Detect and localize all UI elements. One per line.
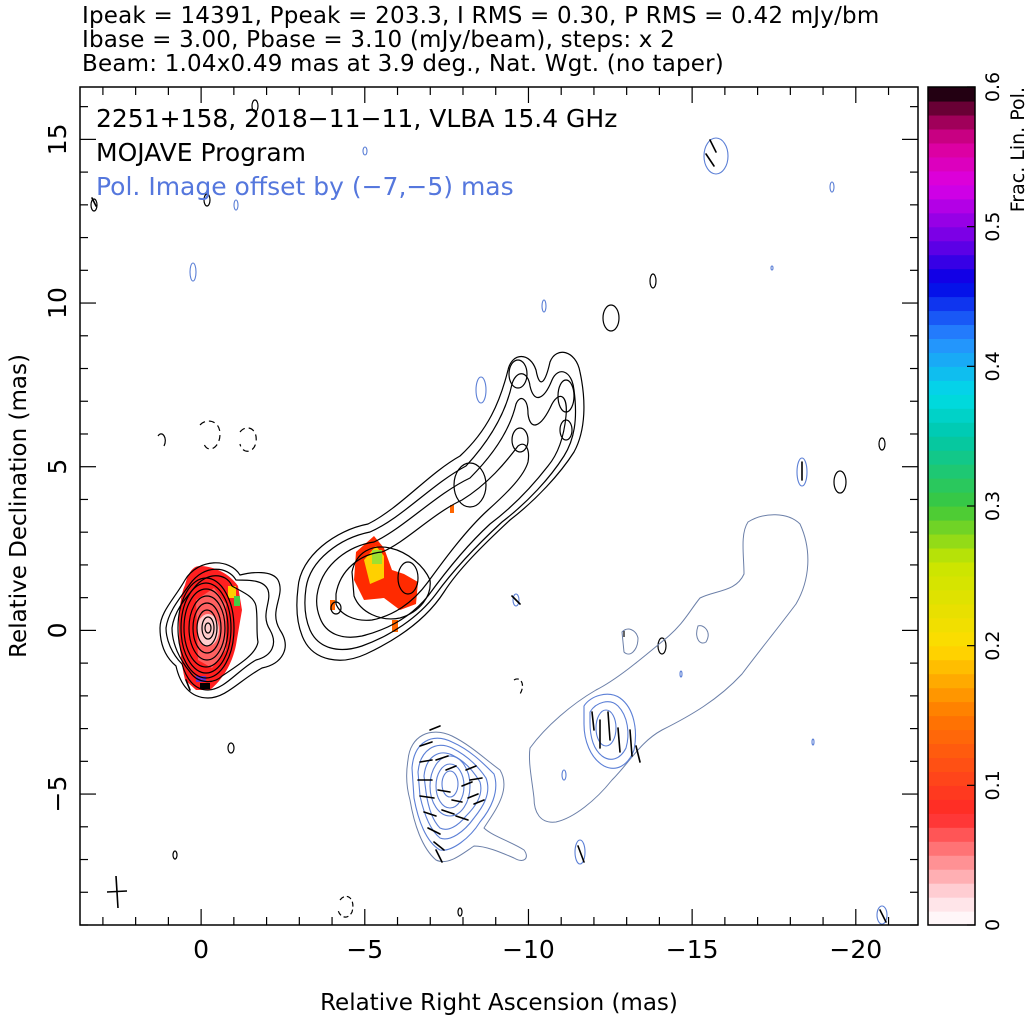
colorbar-band bbox=[928, 841, 975, 856]
y-tick-label: 0 bbox=[43, 622, 72, 638]
pol-offset-note: Pol. Image offset by (−7,−5) mas bbox=[96, 172, 514, 201]
colorbar-band bbox=[928, 450, 975, 465]
evpa-sticks bbox=[91, 139, 887, 923]
colorbar-band bbox=[928, 715, 975, 731]
colorbar-band bbox=[928, 645, 975, 661]
colorbar-band bbox=[928, 897, 975, 912]
colorbar-band bbox=[928, 911, 975, 926]
colorbar-band bbox=[928, 198, 975, 214]
plot-frame bbox=[79, 86, 919, 926]
x-tick-label: −15 bbox=[666, 935, 719, 964]
colorbar-band bbox=[928, 827, 975, 842]
colorbar-band bbox=[928, 422, 975, 437]
colorbar-band bbox=[928, 603, 975, 619]
colorbar-band bbox=[928, 813, 975, 828]
colorbar-band bbox=[928, 212, 975, 228]
colorbar-band bbox=[928, 240, 975, 256]
colorbar-band bbox=[928, 436, 975, 451]
colorbar-band bbox=[928, 114, 975, 130]
axis-tick-labels: 0 −5 −10 −15 −20 −5 0 5 10 15 bbox=[43, 123, 882, 964]
colorbar-band bbox=[928, 617, 975, 633]
colorbar-tick-label: 0.1 bbox=[982, 770, 1004, 800]
colorbar-band bbox=[928, 855, 975, 870]
colorbar-band bbox=[928, 673, 975, 689]
y-tick-label: 10 bbox=[43, 287, 72, 319]
colorbar-band bbox=[928, 757, 975, 772]
colorbar-band bbox=[928, 771, 975, 786]
colorbar-band bbox=[928, 408, 975, 423]
colorbar bbox=[928, 87, 975, 926]
y-tick-label: 15 bbox=[43, 123, 72, 155]
y-tick-label: −5 bbox=[43, 776, 72, 813]
pol-offset-contours bbox=[406, 514, 809, 862]
colorbar-tick-label: 0.2 bbox=[982, 631, 1004, 661]
colorbar-band bbox=[928, 464, 975, 479]
colorbar-band bbox=[928, 380, 975, 395]
pol-offset-contours-inner bbox=[189, 137, 888, 925]
colorbar-band bbox=[928, 478, 975, 493]
x-tick-label: 0 bbox=[193, 935, 209, 964]
colorbar-band bbox=[928, 561, 975, 577]
colorbar-band bbox=[928, 156, 975, 172]
colorbar-band bbox=[928, 142, 975, 158]
axis-ticks bbox=[80, 87, 918, 926]
colorbar-band bbox=[928, 729, 975, 745]
colorbar-band bbox=[928, 743, 975, 758]
beam-marker bbox=[106, 875, 128, 909]
x-axis-title: Relative Right Ascension (mas) bbox=[320, 990, 678, 1016]
colorbar-band bbox=[928, 394, 975, 409]
x-tick-label: −5 bbox=[346, 935, 383, 964]
colorbar-band bbox=[928, 282, 975, 298]
colorbar-band bbox=[928, 296, 975, 312]
colorbar-tick-label: 0 bbox=[982, 919, 1004, 931]
jet-intensity-contours bbox=[90, 99, 886, 918]
colorbar-ticks: 0 0.1 0.2 0.3 0.4 0.5 0.6 bbox=[967, 72, 1004, 931]
y-tick-label: 5 bbox=[43, 459, 72, 475]
colorbar-band bbox=[928, 799, 975, 814]
header-line-3: Beam: 1.04x0.49 mas at 3.9 deg., Nat. Wg… bbox=[82, 51, 724, 77]
colorbar-band bbox=[928, 631, 975, 647]
colorbar-tick-label: 0.3 bbox=[982, 491, 1004, 521]
colorbar-band bbox=[928, 785, 975, 800]
colorbar-band bbox=[928, 519, 975, 535]
y-axis-title: Relative Declination (mas) bbox=[6, 354, 32, 658]
colorbar-band bbox=[928, 184, 975, 200]
x-tick-label: −20 bbox=[829, 935, 882, 964]
colorbar-band bbox=[928, 226, 975, 242]
colorbar-tick-label: 0.5 bbox=[982, 212, 1004, 242]
colorbar-band bbox=[928, 701, 975, 717]
colorbar-band bbox=[928, 687, 975, 703]
x-tick-label: −10 bbox=[502, 935, 555, 964]
colorbar-band bbox=[928, 310, 975, 326]
colorbar-title: Frac. Lin. Pol. bbox=[1007, 87, 1027, 212]
colorbar-band bbox=[928, 87, 975, 102]
colorbar-band bbox=[928, 268, 975, 284]
colorbar-band bbox=[928, 100, 975, 116]
colorbar-band bbox=[928, 324, 975, 339]
program-label: MOJAVE Program bbox=[96, 138, 306, 167]
colorbar-band bbox=[928, 883, 975, 898]
colorbar-band bbox=[928, 128, 975, 144]
header-line-1: Ipeak = 14391, Ppeak = 203.3, I RMS = 0.… bbox=[82, 3, 880, 29]
colorbar-band bbox=[928, 352, 975, 367]
colorbar-band bbox=[928, 338, 975, 353]
colorbar-band bbox=[928, 547, 975, 563]
colorbar-band bbox=[928, 575, 975, 591]
colorbar-tick-label: 0.6 bbox=[982, 72, 1004, 102]
header-line-2: Ibase = 3.00, Pbase = 3.10 (mJy/beam), s… bbox=[82, 27, 675, 53]
colorbar-band bbox=[928, 254, 975, 270]
colorbar-band bbox=[928, 589, 975, 605]
colorbar-band bbox=[928, 869, 975, 884]
colorbar-band bbox=[928, 659, 975, 675]
colorbar-band bbox=[928, 533, 975, 549]
colorbar-band bbox=[928, 170, 975, 186]
colorbar-band bbox=[928, 492, 975, 507]
map-layer bbox=[90, 99, 888, 925]
source-title: 2251+158, 2018−11−11, VLBA 15.4 GHz bbox=[96, 104, 617, 133]
colorbar-tick-label: 0.4 bbox=[982, 351, 1004, 381]
core-intensity-contours bbox=[159, 562, 286, 699]
colorbar-band bbox=[928, 366, 975, 381]
colorbar-band bbox=[928, 506, 975, 521]
